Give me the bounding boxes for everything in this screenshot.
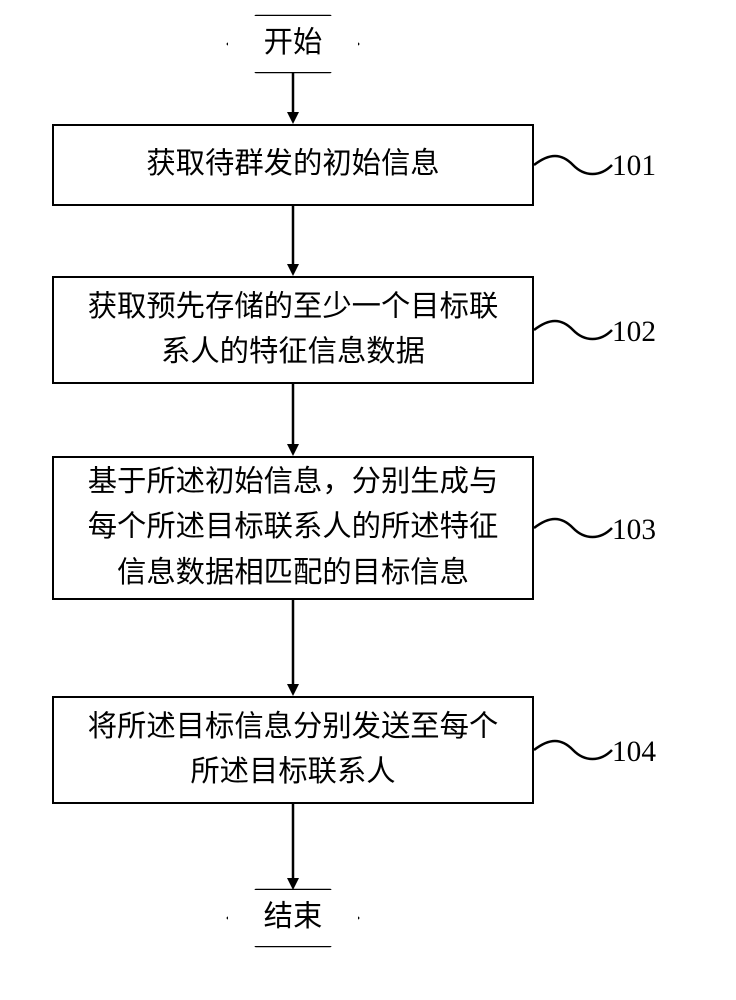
step-2-box: 获取预先存储的至少一个目标联系人的特征信息数据 <box>52 276 534 384</box>
step-2-text: 获取预先存储的至少一个目标联系人的特征信息数据 <box>74 285 512 376</box>
step-label-101: 101 <box>612 150 656 183</box>
end-label: 结束 <box>264 895 323 940</box>
step-3-box: 基于所述初始信息，分别生成与每个所述目标联系人的所述特征信息数据相匹配的目标信息 <box>52 456 534 600</box>
step-4-text: 将所述目标信息分别发送至每个所述目标联系人 <box>74 705 512 796</box>
step-label-104: 104 <box>612 736 656 769</box>
step-1-text: 获取待群发的初始信息 <box>146 142 439 187</box>
step-1-box: 获取待群发的初始信息 <box>52 124 534 206</box>
start-label: 开始 <box>264 21 323 66</box>
label-connectors <box>534 156 612 759</box>
step-label-102: 102 <box>612 316 656 349</box>
flowchart-container: 开始 结束 获取待群发的初始信息 获取预先存储的至少一个目标联系人的特征信息数据… <box>0 0 736 1000</box>
end-terminator: 结束 <box>228 890 358 946</box>
step-label-103: 103 <box>612 514 656 547</box>
start-terminator: 开始 <box>228 16 358 72</box>
step-3-text: 基于所述初始信息，分别生成与每个所述目标联系人的所述特征信息数据相匹配的目标信息 <box>74 460 512 596</box>
step-4-box: 将所述目标信息分别发送至每个所述目标联系人 <box>52 696 534 804</box>
